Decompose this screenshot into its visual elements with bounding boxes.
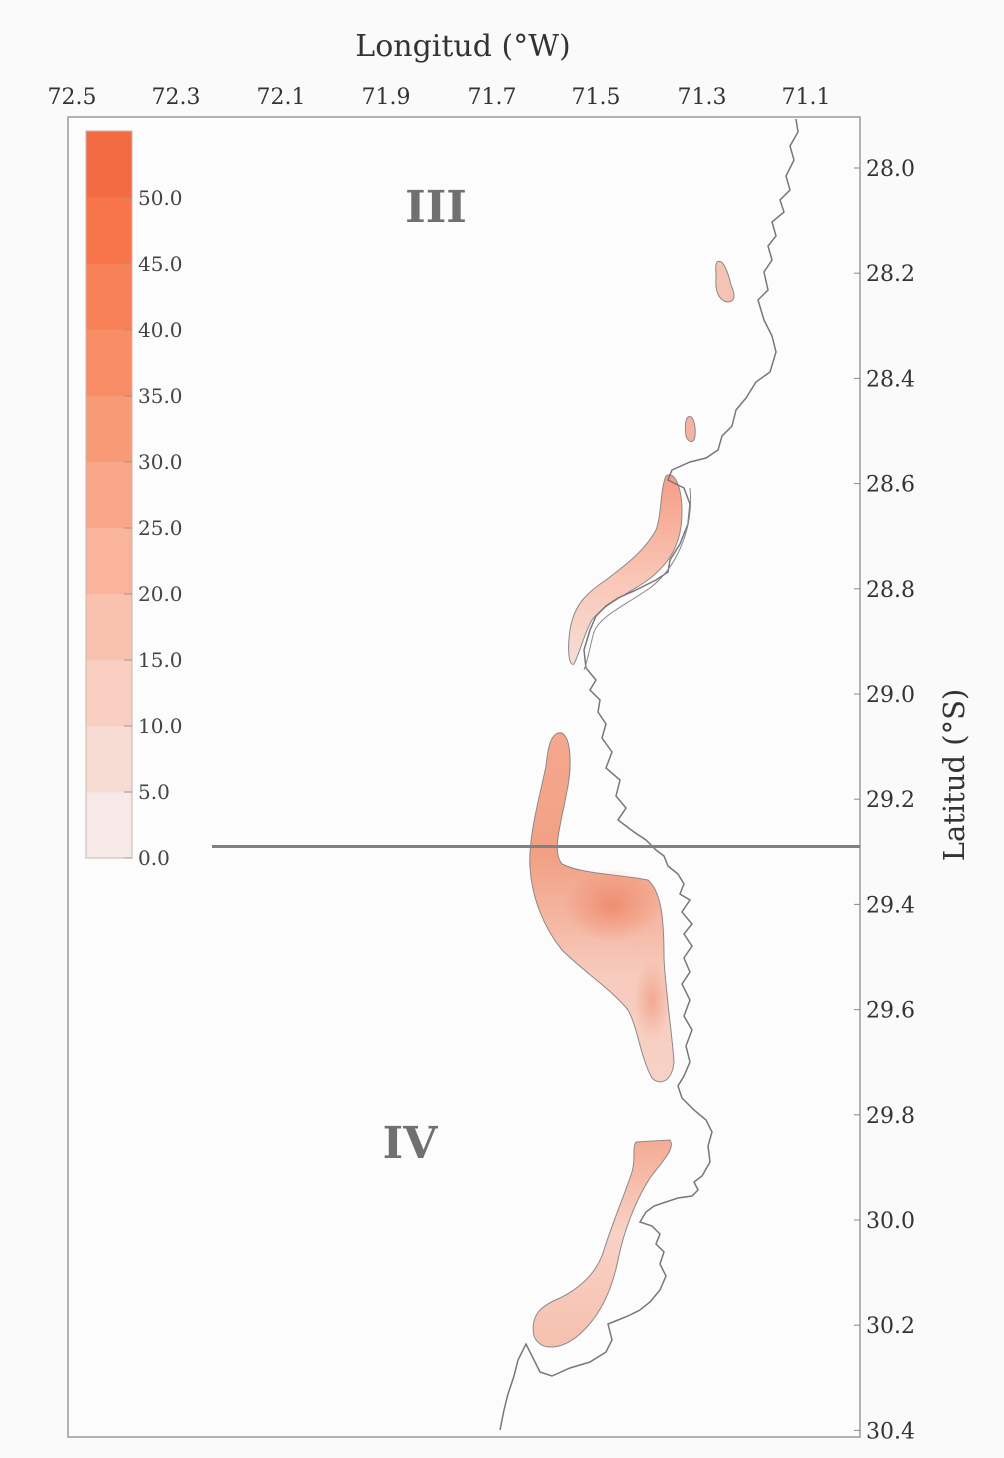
region-label-north: III (405, 182, 467, 233)
y-axis-title: Latitud (°S) (937, 689, 971, 862)
legend-color-band (86, 329, 132, 396)
y-axis-ticks: 28.0 28.2 28.4 28.6 28.8 29.0 29.2 29.4 29.6 29.8… (854, 157, 915, 1444)
patch-main-hotspot (564, 869, 660, 941)
y-tick-label: 28.4 (866, 367, 915, 392)
x-tick-label: 72.5 (48, 85, 97, 110)
x-tick-label: 72.3 (152, 85, 201, 110)
patch-main-hotspot-2 (634, 960, 670, 1040)
legend-color-band (86, 791, 132, 859)
legend-color-band (86, 725, 132, 793)
y-tick-label: 29.8 (866, 1104, 915, 1129)
x-tick-label: 71.1 (782, 85, 831, 110)
patch-north-tiny (684, 416, 696, 443)
y-tick-label: 30.2 (866, 1314, 915, 1339)
coastline (499, 118, 799, 1431)
legend-tick-label: 50.0 (138, 186, 183, 210)
contour-line-north (583, 487, 692, 671)
legend-color-band (86, 131, 132, 198)
y-tick-label: 30.4 (866, 1419, 915, 1444)
color-scale-legend: 0.0 5.0 10.0 15.0 20.0 25.0 30.0 35.0 40.0 45.0 50… (85, 130, 183, 870)
legend-color-band (86, 197, 132, 264)
map-frame (67, 116, 861, 1438)
x-tick-label: 71.5 (572, 85, 621, 110)
y-tick-label: 29.0 (866, 683, 915, 708)
y-tick-label: 28.8 (866, 578, 915, 603)
legend-color-band (86, 461, 132, 529)
y-tick-label: 28.2 (866, 262, 915, 287)
legend-outline (85, 130, 133, 859)
y-tick-label: 30.0 (866, 1209, 915, 1234)
y-tick-label: 29.2 (866, 788, 915, 813)
legend-color-band (86, 395, 132, 462)
legend-tick-label: 15.0 (138, 648, 183, 672)
legend-tick-label: 20.0 (138, 582, 183, 606)
x-axis-title: Longitud (°W) (355, 29, 570, 64)
x-tick-label: 71.7 (468, 85, 517, 110)
patch-north-small (715, 260, 735, 303)
legend-tick-label: 0.0 (138, 846, 170, 870)
legend-tick-label: 5.0 (138, 780, 170, 804)
x-tick-label: 71.9 (362, 85, 411, 110)
legend-tick-label: 35.0 (138, 384, 183, 408)
y-tick-label: 28.0 (866, 157, 915, 182)
legend-tick-label: 25.0 (138, 516, 183, 540)
patch-central-north (568, 474, 683, 665)
y-tick-label: 28.6 (866, 473, 915, 498)
x-tick-label: 72.1 (257, 85, 306, 110)
y-tick-label: 29.4 (866, 893, 915, 918)
region-label-south: IV (383, 1118, 439, 1169)
legend-color-band (86, 527, 132, 595)
y-tick-label: 29.6 (866, 999, 915, 1024)
legend-color-band (86, 263, 132, 330)
legend-tick-label: 30.0 (138, 450, 183, 474)
legend-tick-label: 45.0 (138, 252, 183, 276)
concentration-patches (529, 260, 735, 1348)
legend-color-band (86, 593, 132, 661)
x-tick-label: 71.3 (678, 85, 727, 110)
patch-south (532, 1139, 672, 1348)
x-axis-ticks: 72.5 72.3 72.1 71.9 71.7 71.5 71.3 71.1 (48, 85, 831, 110)
legend-tick-label: 40.0 (138, 318, 183, 342)
legend-tick-label: 10.0 (138, 714, 183, 738)
legend-color-band (86, 659, 132, 727)
